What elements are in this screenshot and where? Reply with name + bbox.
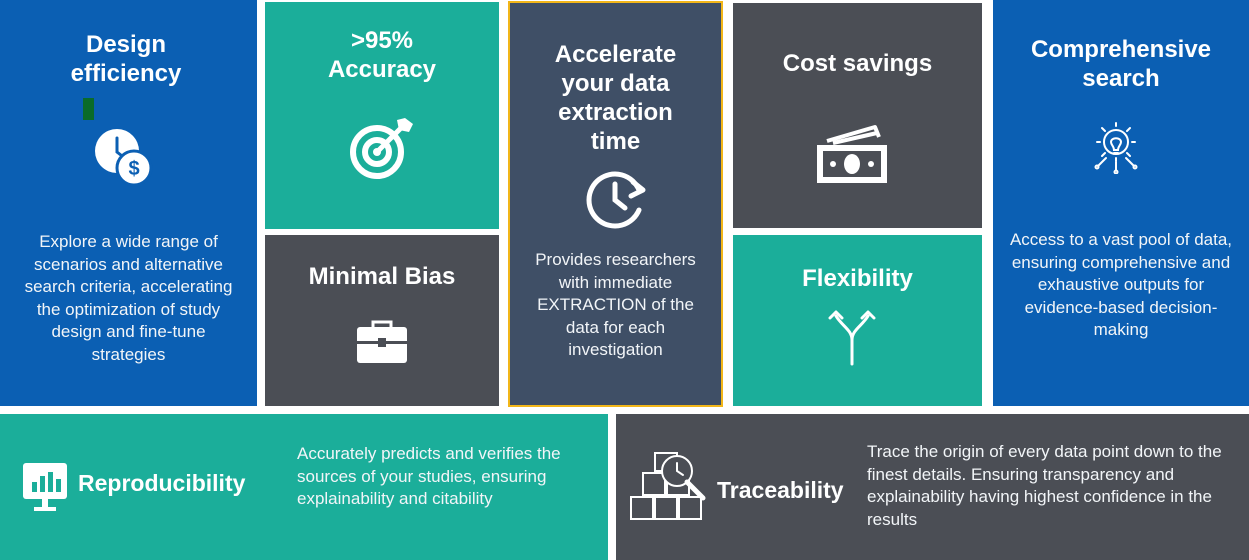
tile-design-efficiency: Design efficiency $ Explore a wide range… xyxy=(0,0,257,406)
tile-title: Cost savings xyxy=(782,50,933,77)
tile-title: Reproducibility xyxy=(78,470,246,496)
tile-description: Access to a vast pool of data, ensuring … xyxy=(1009,230,1233,339)
tile-description: Explore a wide range of scenarios and al… xyxy=(24,232,233,364)
tile-title: Flexibility xyxy=(802,265,913,292)
accent-marker xyxy=(83,98,94,120)
tile-description: Provides researchers with immediate EXTR… xyxy=(535,250,696,359)
tile-title: Traceability xyxy=(717,477,844,503)
target-icon xyxy=(349,116,415,182)
tile-minimal-bias: Minimal Bias xyxy=(265,235,499,406)
gear-bulb-icon xyxy=(1092,122,1140,174)
money-icon xyxy=(813,123,891,185)
split-arrows-icon xyxy=(828,308,876,366)
tile-title: Accelerate your data extraction time xyxy=(554,41,677,155)
tile-title: Design efficiency xyxy=(70,31,182,87)
tile-title: >95% Accuracy xyxy=(327,27,437,83)
clock-dollar-icon: $ xyxy=(93,128,155,190)
tile-description: Accurately predicts and verifies the sou… xyxy=(297,444,561,508)
briefcase-icon xyxy=(355,319,409,365)
tile-flexibility: Flexibility xyxy=(733,235,982,406)
tile-accelerate-extraction: Accelerate your data extraction time Pro… xyxy=(508,1,723,407)
tile-title: Comprehensive search xyxy=(1030,36,1212,92)
clock-refresh-icon xyxy=(583,168,649,230)
boxes-magnifier-icon xyxy=(629,451,713,523)
tile-title: Minimal Bias xyxy=(308,263,456,290)
tile-reproducibility: Reproducibility Accurately predicts and … xyxy=(0,414,608,560)
tile-description: Trace the origin of every data point dow… xyxy=(867,442,1222,529)
tile-traceability: Traceability Trace the origin of every d… xyxy=(616,414,1249,560)
tile-cost-savings: Cost savings xyxy=(733,3,982,228)
tile-comprehensive-search: Comprehensive search Access to a vast po… xyxy=(993,0,1249,406)
tile-accuracy: >95% Accuracy xyxy=(265,2,499,229)
svg-text:$: $ xyxy=(128,158,139,180)
monitor-chart-icon xyxy=(22,462,68,514)
